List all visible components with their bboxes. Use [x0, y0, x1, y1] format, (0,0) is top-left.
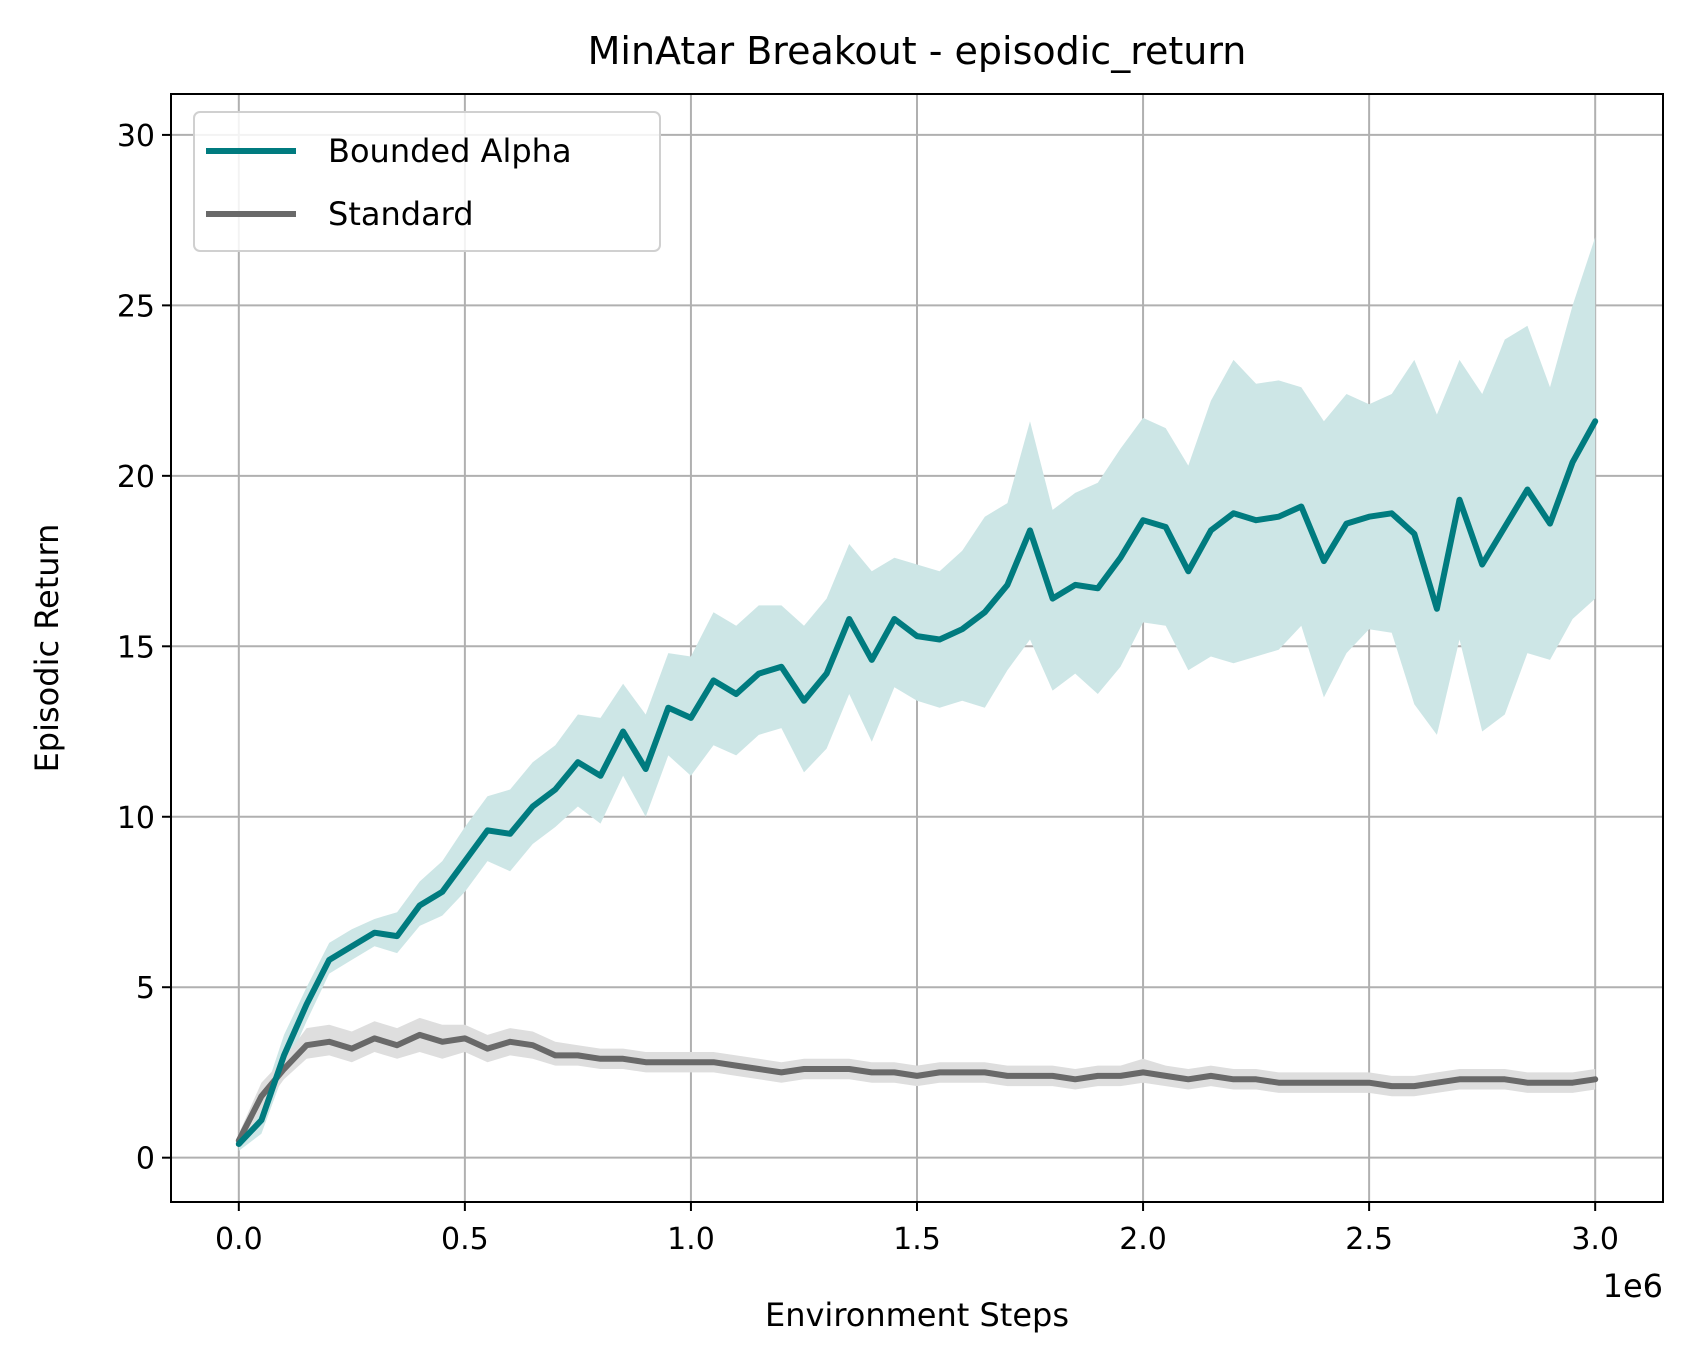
x-tick-label: 2.0 [1119, 1222, 1167, 1257]
x-tick-label: 3.0 [1571, 1222, 1619, 1257]
band-series-0 [238, 237, 1596, 1151]
y-tick-label: 30 [117, 119, 155, 154]
x-tick-label: 1.5 [893, 1222, 941, 1257]
x-axis-offset-label: 1e6 [1603, 1267, 1663, 1305]
x-tick-label: 0.0 [215, 1222, 263, 1257]
line-series-0 [235, 418, 1599, 1147]
y-tick-label: 20 [117, 460, 155, 495]
legend-box [193, 111, 661, 252]
y-tick-label: 0 [136, 1142, 155, 1177]
x-tick-label: 2.5 [1345, 1222, 1393, 1257]
y-tick-label: 25 [117, 289, 155, 324]
confidence-bands [238, 237, 1596, 1151]
y-tick-label: 15 [117, 630, 155, 665]
x-tick-label: 0.5 [441, 1222, 489, 1257]
x-axis-label: Environment Steps [765, 1296, 1069, 1334]
series-lines [235, 418, 1599, 1147]
legend-label: Standard [328, 195, 474, 233]
axis-ticks: 0.0 0.5 1.0 1.5 2.0 2.5 3.0 0 5 10 15 20 25 30 [117, 119, 1619, 1257]
y-tick-label: 5 [136, 971, 155, 1006]
y-axis-label: Episodic Return [28, 524, 66, 773]
band-series-1 [238, 1017, 1596, 1148]
chart-title: MinAtar Breakout - episodic_return [588, 29, 1247, 73]
y-tick-label: 10 [117, 801, 155, 836]
legend: Bounded Alpha Standard [193, 111, 661, 252]
x-tick-label: 1.0 [667, 1222, 715, 1257]
legend-label: Bounded Alpha [328, 132, 572, 170]
line-series-1 [235, 1031, 1599, 1144]
